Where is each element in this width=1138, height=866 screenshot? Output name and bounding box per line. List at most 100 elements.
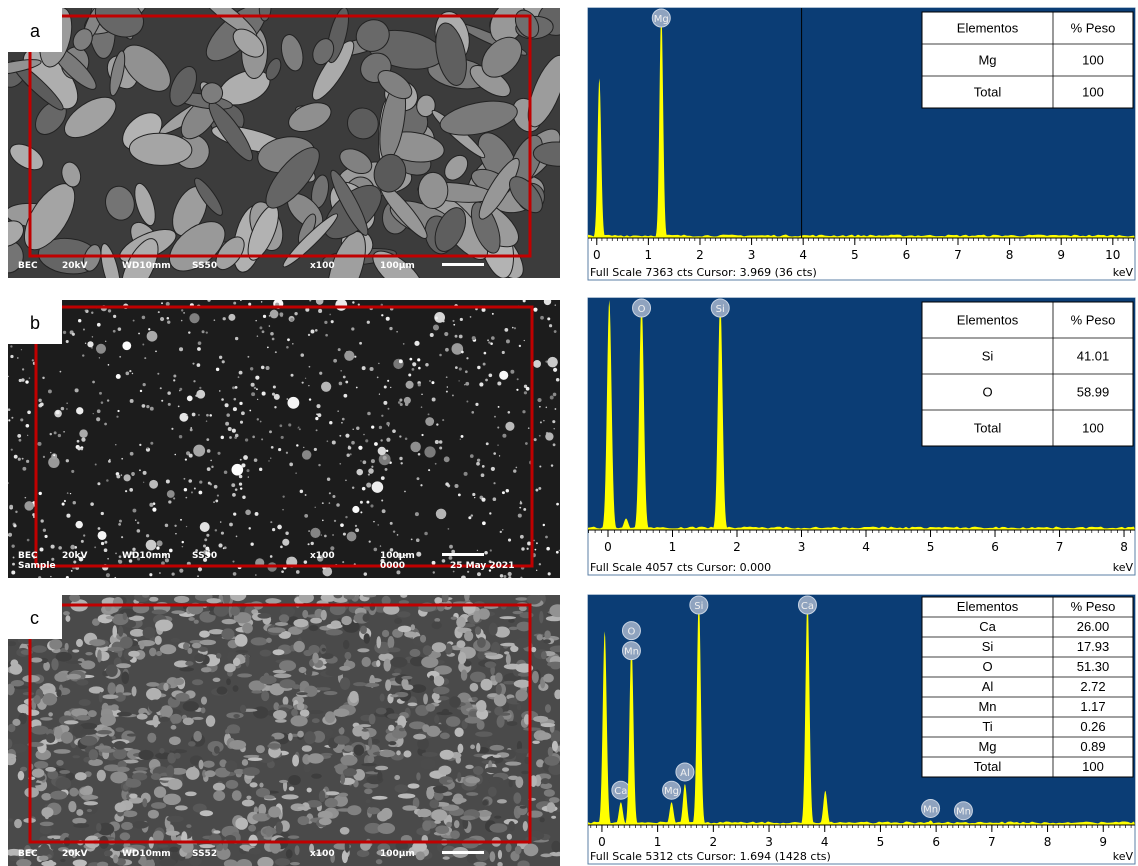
grain <box>514 638 530 648</box>
grain <box>226 678 231 685</box>
particle <box>15 511 17 513</box>
grain <box>382 630 389 637</box>
grain <box>261 691 269 702</box>
particle <box>221 532 224 535</box>
grain <box>362 657 371 667</box>
grain <box>344 745 353 752</box>
grain <box>235 817 248 829</box>
particle <box>543 420 545 422</box>
particle <box>286 452 288 454</box>
grain <box>112 736 116 740</box>
grain <box>221 628 234 639</box>
table-cell: 58.99 <box>1077 385 1110 400</box>
particle <box>374 442 378 446</box>
particle <box>208 482 211 485</box>
grain <box>51 658 58 670</box>
grain <box>89 749 99 760</box>
particle <box>222 360 225 363</box>
grain <box>485 661 497 668</box>
particle <box>381 476 385 480</box>
particle <box>270 521 272 523</box>
particle <box>139 444 141 446</box>
particle <box>225 403 229 407</box>
grain <box>72 755 80 758</box>
grain <box>515 846 522 855</box>
particle <box>167 490 175 498</box>
grain <box>163 794 181 805</box>
grain <box>166 765 174 777</box>
grain <box>434 820 441 824</box>
grain <box>293 619 308 627</box>
particle <box>149 480 158 489</box>
particle <box>291 374 294 377</box>
particle <box>345 516 347 518</box>
grain <box>69 594 80 602</box>
grain <box>249 848 261 855</box>
particle <box>411 539 413 541</box>
particle <box>421 394 422 395</box>
particle <box>356 387 358 389</box>
grain <box>214 746 220 754</box>
particle <box>482 465 485 468</box>
particle <box>315 417 318 420</box>
particle <box>439 447 442 450</box>
grain <box>274 673 292 678</box>
particle <box>277 525 282 530</box>
grain <box>496 684 502 695</box>
grain <box>442 592 449 602</box>
particle <box>545 432 553 440</box>
particle <box>239 402 242 405</box>
particle <box>393 530 395 532</box>
particle <box>466 400 468 402</box>
particle <box>309 299 311 301</box>
grain <box>201 697 207 705</box>
grain <box>169 847 178 853</box>
grain <box>438 765 451 775</box>
particle <box>104 541 107 544</box>
particle <box>325 334 328 337</box>
particle <box>381 499 383 501</box>
particle <box>338 348 341 351</box>
particle <box>166 479 170 483</box>
peak-label: Si <box>694 601 703 612</box>
particle <box>412 368 415 371</box>
particle <box>60 371 62 373</box>
particle <box>24 501 33 510</box>
particle <box>555 305 556 306</box>
grain <box>398 793 416 798</box>
particle <box>197 363 201 367</box>
grain <box>316 687 330 691</box>
particle <box>271 446 274 449</box>
grain <box>73 823 89 828</box>
grain <box>549 797 560 803</box>
particle <box>66 408 67 409</box>
grain <box>402 805 417 811</box>
particle <box>315 329 318 332</box>
particle <box>324 321 327 324</box>
particle <box>343 394 347 398</box>
particle <box>288 423 291 426</box>
particle <box>87 341 93 347</box>
grain <box>450 830 460 839</box>
particle <box>339 463 341 465</box>
grain <box>495 673 503 683</box>
particle <box>189 454 193 458</box>
grain <box>422 820 431 831</box>
grain <box>435 825 449 834</box>
particle <box>508 411 511 414</box>
grain <box>484 767 502 773</box>
grain <box>125 779 141 788</box>
grain <box>411 624 415 630</box>
grain <box>108 647 125 652</box>
particle <box>157 373 159 375</box>
grain <box>226 780 239 789</box>
grain <box>297 702 304 710</box>
particle <box>25 380 28 383</box>
particle <box>26 424 30 428</box>
particle <box>198 491 202 495</box>
grain <box>308 645 319 654</box>
grain <box>89 639 105 646</box>
particle <box>371 466 373 468</box>
particle <box>179 435 182 438</box>
particle <box>9 505 13 509</box>
